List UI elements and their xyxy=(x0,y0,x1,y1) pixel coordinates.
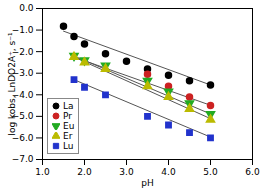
svg-text:−4.0: −4.0 xyxy=(11,89,34,100)
html-text:Lu: Lu xyxy=(63,141,74,151)
html-text:La: La xyxy=(63,101,74,111)
svg-text:−1.0: −1.0 xyxy=(11,25,34,35)
svg-text:3.0: 3.0 xyxy=(119,167,134,177)
html-text:Er: Er xyxy=(63,131,73,141)
html-text:Eu: Eu xyxy=(63,121,75,131)
svg-text:−3.0: −3.0 xyxy=(11,68,34,79)
svg-text:log kobs, LnDO2A⁺, s⁻¹: log kobs, LnDO2A⁺, s⁻¹ xyxy=(7,32,17,136)
svg-text:4.0: 4.0 xyxy=(161,167,176,177)
svg-text:−6.0: −6.0 xyxy=(11,132,34,143)
svg-text:pH: pH xyxy=(141,178,153,188)
svg-text:−7.0: −7.0 xyxy=(12,154,34,164)
html-text:Pr: Pr xyxy=(63,111,72,121)
svg-text:1.0: 1.0 xyxy=(35,167,50,177)
svg-text:6.0: 6.0 xyxy=(245,167,260,177)
svg-text:5.0: 5.0 xyxy=(203,167,218,177)
svg-text:0.0: 0.0 xyxy=(19,3,34,13)
svg-text:2.0: 2.0 xyxy=(77,167,92,177)
svg-text:−2.0: −2.0 xyxy=(11,46,34,57)
svg-text:−5.0: −5.0 xyxy=(11,111,34,122)
